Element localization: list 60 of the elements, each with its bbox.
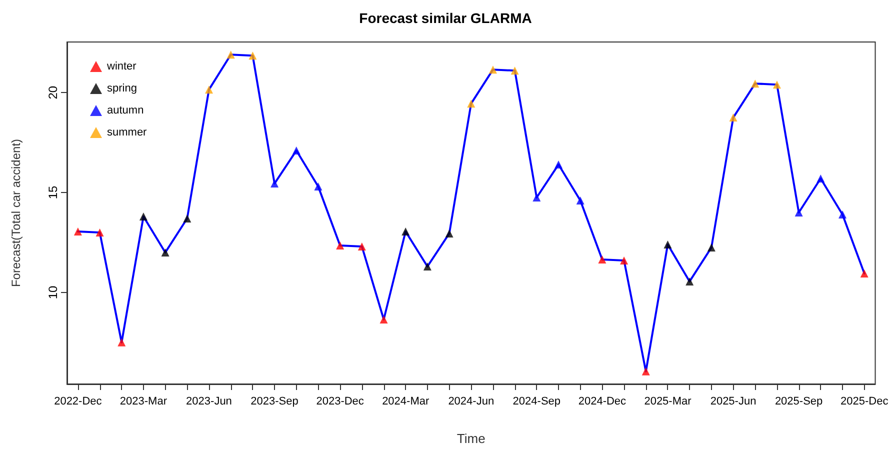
x-tick-label: 2023-Dec: [316, 396, 364, 408]
point: [423, 262, 432, 270]
y-axis-title: Forecast(Total car accident): [9, 138, 23, 288]
point: [642, 367, 650, 376]
point: [532, 194, 541, 202]
x-tick-label: 2025-Dec: [840, 396, 889, 408]
point: [510, 66, 519, 75]
point: [576, 196, 584, 205]
point: [248, 52, 257, 60]
x-tick-label: 2024-Jun: [448, 396, 494, 408]
point: [204, 86, 213, 94]
point: [445, 229, 454, 238]
point: [620, 256, 628, 264]
point: [838, 210, 846, 218]
x-tick-label: 2022-Dec: [54, 396, 102, 408]
point: [598, 255, 606, 264]
point: [96, 228, 104, 236]
legend-label: spring: [107, 82, 137, 94]
point: [292, 146, 300, 155]
y-tick-label: 15: [46, 186, 60, 200]
y-tick-label: 20: [46, 86, 60, 100]
point: [664, 240, 672, 248]
point: [467, 100, 476, 108]
x-tick-label: 2024-Dec: [578, 396, 627, 408]
point: [358, 242, 366, 250]
legend-label: winter: [106, 60, 137, 72]
point: [336, 241, 344, 250]
point: [118, 338, 126, 346]
y-tick-label: 10: [46, 285, 60, 300]
point: [707, 243, 716, 252]
point: [554, 160, 563, 169]
point: [74, 227, 82, 236]
x-tick-label: 2024-Mar: [382, 396, 430, 408]
x-tick-label: 2023-Sep: [250, 396, 298, 408]
legend-label: autumn: [107, 104, 144, 116]
x-tick-label: 2025-Jun: [710, 396, 756, 408]
point: [751, 80, 760, 88]
x-tick-label: 2023-Mar: [120, 396, 168, 408]
point: [488, 66, 497, 74]
x-tick-label: 2024-Sep: [512, 396, 561, 408]
x-axis-title: Time: [456, 431, 486, 446]
x-tick-label: 2023-Jun: [186, 396, 232, 408]
point: [139, 212, 148, 220]
legend-label: summer: [107, 126, 148, 138]
point: [772, 80, 781, 89]
point: [161, 248, 170, 256]
chart-title: Forecast similar GLARMA: [359, 10, 532, 26]
point: [183, 214, 192, 222]
point: [860, 269, 868, 278]
point: [270, 180, 279, 188]
point: [686, 277, 694, 286]
point: [314, 182, 322, 191]
x-tick-label: 2025-Mar: [644, 396, 692, 408]
point: [794, 208, 803, 216]
point: [816, 174, 825, 183]
point: [729, 114, 738, 122]
point: [226, 50, 235, 59]
x-tick-label: 2025-Sep: [774, 396, 823, 408]
point: [402, 227, 410, 236]
point: [380, 315, 388, 324]
